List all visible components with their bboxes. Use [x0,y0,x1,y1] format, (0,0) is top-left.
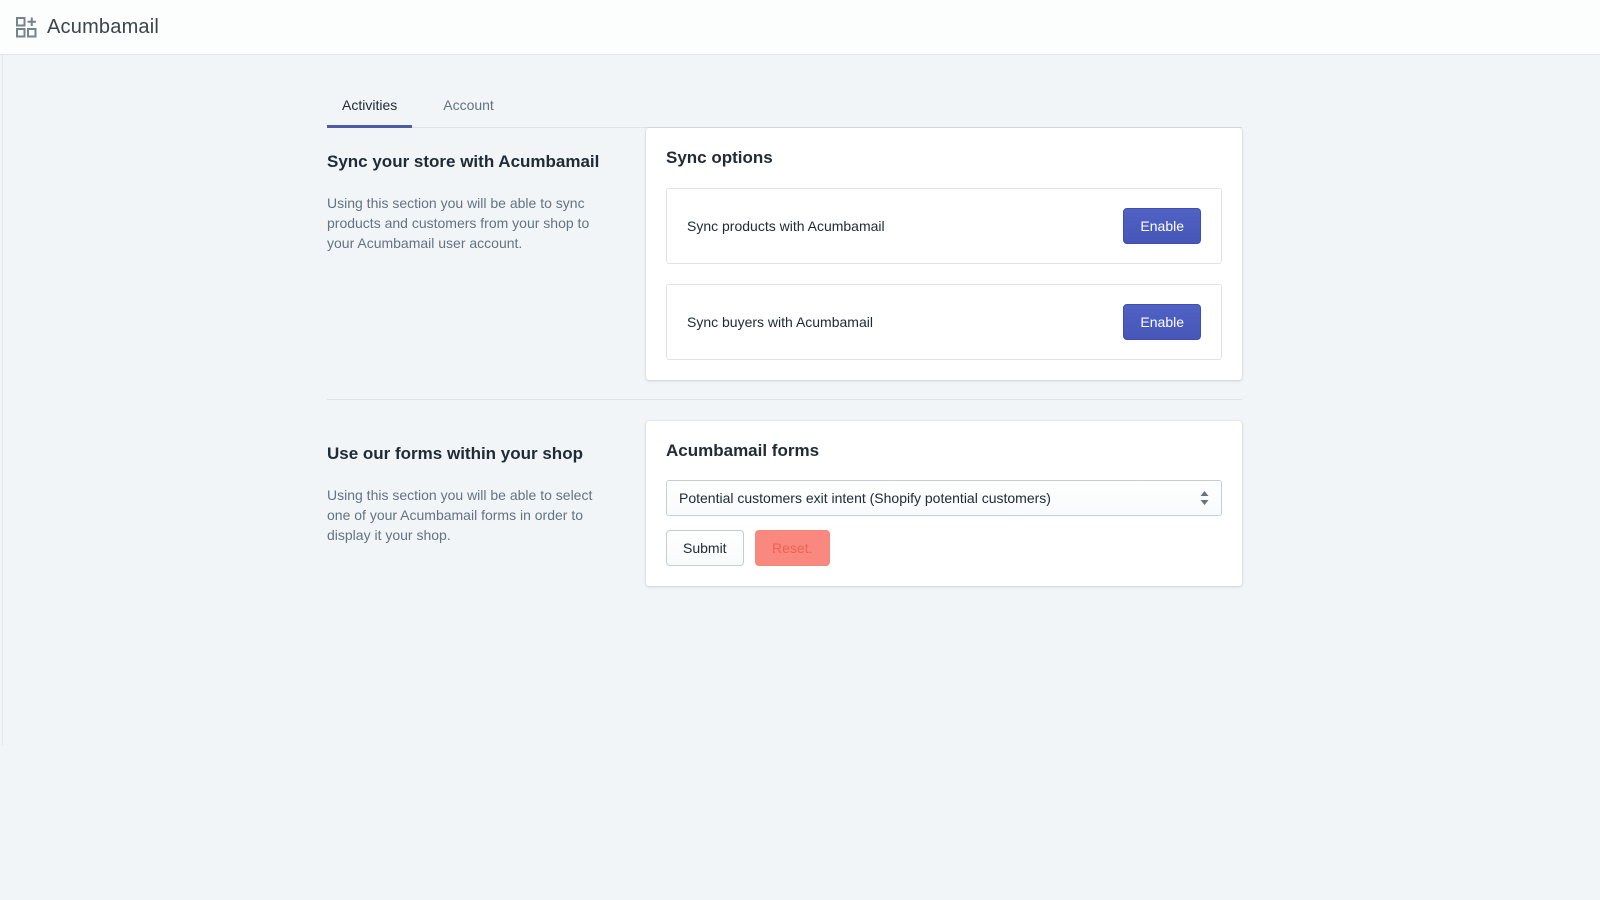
forms-card-title: Acumbamail forms [666,441,820,460]
section-forms: Use our forms within your shop Using thi… [327,421,1242,586]
submit-button[interactable]: Submit [666,530,744,566]
left-frame-line [2,55,3,745]
sync-products-row: Sync products with Acumbamail Enable [666,188,1222,264]
tab-bar: Activities Account [327,85,1242,128]
forms-button-row: Submit Reset. [666,530,1222,566]
sync-options-title: Sync options [666,148,773,167]
sync-buyers-label: Sync buyers with Acumbamail [687,314,873,330]
sync-options-card: Sync options Sync products with Acumbama… [646,128,1242,380]
tab-account[interactable]: Account [443,97,494,113]
apps-icon [16,17,37,38]
tab-activities[interactable]: Activities [327,85,413,128]
app-header: Acumbamail [0,0,1600,55]
reset-button[interactable]: Reset. [755,530,830,566]
sync-section-heading: Sync your store with Acumbamail [327,152,600,171]
sync-section-description: Using this section you will be able to s… [327,195,590,251]
sync-buyers-row: Sync buyers with Acumbamail Enable [666,284,1222,360]
page-title: Acumbamail [47,15,160,38]
forms-section-intro: Use our forms within your shop Using thi… [327,421,607,545]
forms-select-wrap: Potential customers exit intent (Shopify… [666,480,1222,516]
sync-products-label: Sync products with Acumbamail [687,218,885,234]
enable-buyers-button[interactable]: Enable [1123,304,1201,340]
main-content: Activities Account Sync your store with … [327,85,1242,586]
section-divider [327,399,1242,400]
forms-select[interactable]: Potential customers exit intent (Shopify… [666,480,1222,516]
sync-section-intro: Sync your store with Acumbamail Using th… [327,128,607,253]
forms-card: Acumbamail forms Potential customers exi… [646,421,1242,586]
forms-select-value: Potential customers exit intent (Shopify… [679,490,1051,506]
forms-section-heading: Use our forms within your shop [327,444,583,463]
forms-section-description: Using this section you will be able to s… [327,487,593,543]
section-sync: Sync your store with Acumbamail Using th… [327,128,1242,380]
enable-products-button[interactable]: Enable [1123,208,1201,244]
